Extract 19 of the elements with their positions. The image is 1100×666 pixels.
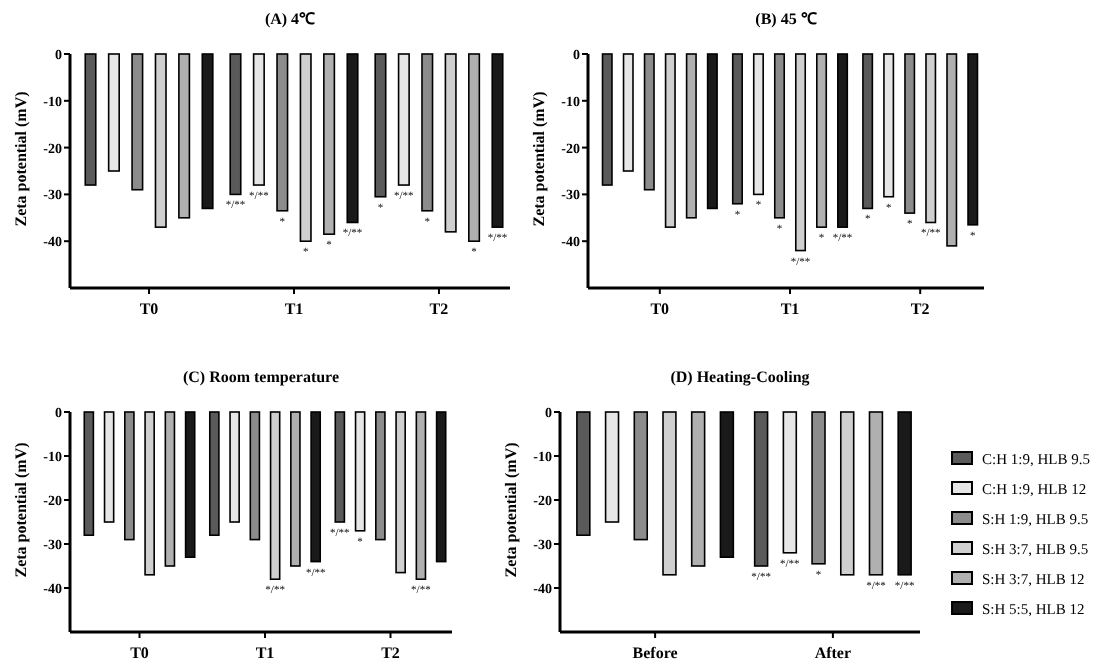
- y-axis-title: Zeta potential (mV): [12, 441, 30, 578]
- chart-title: (D) Heating-Cooling: [670, 368, 810, 386]
- chart-title: (A) 4℃: [264, 10, 316, 28]
- x-tick-label: Before: [632, 644, 679, 662]
- x-tick-label: T2: [910, 300, 930, 318]
- y-axis-title: Zeta potential (mV): [502, 441, 520, 578]
- x-tick-label: After: [814, 644, 852, 662]
- x-tick-label: T2: [381, 644, 400, 662]
- chart-title: (C) Room temperature: [182, 368, 340, 386]
- x-tick-label: T0: [139, 300, 159, 318]
- y-axis-title: Zeta potential (mV): [12, 90, 30, 227]
- x-tick-label: T2: [429, 300, 449, 318]
- x-tick-label: T0: [130, 644, 149, 662]
- x-tick-label: T1: [284, 300, 304, 318]
- x-tick-label: T1: [255, 644, 275, 662]
- x-tick-label: T0: [650, 300, 670, 318]
- chart-title: (B) 45 ℃: [755, 10, 817, 28]
- y-axis-title: Zeta potential (mV): [530, 90, 548, 227]
- x-tick-label: T1: [780, 300, 800, 318]
